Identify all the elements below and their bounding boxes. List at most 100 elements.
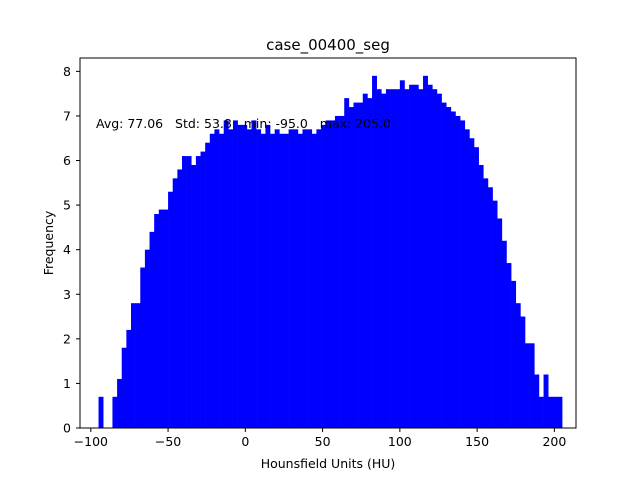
histogram-bar — [450, 111, 456, 429]
histogram-bar — [288, 129, 294, 428]
histogram-bar — [441, 102, 447, 428]
histogram-bar — [446, 107, 452, 428]
histogram-bar — [260, 133, 266, 428]
histogram-bar — [283, 133, 289, 428]
histogram-bar — [140, 267, 146, 428]
histogram-bar — [455, 115, 461, 428]
y-tick-label: 2 — [63, 331, 71, 346]
histogram-bar — [274, 129, 280, 428]
y-axis-label: Frequency — [41, 210, 56, 275]
histogram-bar — [195, 156, 201, 428]
histogram-bar — [242, 124, 248, 429]
histogram-bar — [214, 129, 220, 428]
histogram-bar — [232, 120, 238, 428]
histogram-bar — [376, 89, 382, 428]
histogram-bar — [149, 231, 155, 428]
histogram-bar — [520, 316, 526, 428]
histogram-bar — [483, 178, 489, 428]
histogram-bar — [330, 120, 336, 428]
x-tick-label: 200 — [542, 434, 566, 449]
x-axis-label: Hounsfield Units (HU) — [261, 456, 396, 471]
histogram-bar — [436, 93, 442, 428]
histogram-bar — [385, 89, 391, 428]
histogram-bar — [552, 396, 558, 428]
histogram-bar — [501, 240, 507, 428]
histogram-bar — [478, 164, 484, 429]
histogram-bar — [362, 93, 368, 428]
histogram-bar — [117, 378, 123, 428]
histogram-bar — [130, 303, 136, 428]
histogram-bar — [200, 151, 206, 429]
y-tick-label: 3 — [63, 287, 71, 302]
histogram-bar — [557, 396, 563, 428]
x-tick-label: 50 — [315, 434, 331, 449]
x-tick-label: 100 — [388, 434, 412, 449]
histogram-bar — [358, 102, 364, 428]
histogram-bar — [506, 263, 512, 428]
histogram-bar — [423, 75, 428, 428]
histogram-bar — [321, 124, 326, 429]
histogram-bar — [112, 396, 118, 428]
histogram-bar — [191, 164, 197, 429]
histogram-bar — [228, 129, 234, 428]
histogram-bar — [121, 347, 127, 428]
y-tick-label: 1 — [63, 376, 71, 391]
histogram-bar — [223, 120, 229, 428]
histogram-bar — [265, 124, 271, 429]
histogram-bar — [163, 209, 169, 428]
histogram-bar — [460, 120, 466, 428]
histogram-bar — [427, 84, 433, 428]
histogram-bar — [474, 147, 479, 428]
histogram-bar — [237, 124, 243, 429]
histogram-bar — [492, 200, 498, 428]
y-tick-label: 0 — [63, 421, 71, 436]
histogram-bar — [158, 209, 164, 428]
x-tick-label: −50 — [155, 434, 181, 449]
histogram-bar — [538, 396, 544, 428]
histogram-bar — [334, 115, 340, 428]
x-tick-label: 150 — [465, 434, 489, 449]
histogram-bar — [302, 129, 308, 428]
histogram-bar — [418, 89, 424, 428]
histogram-bar — [469, 138, 475, 429]
histogram-bar — [367, 98, 373, 429]
y-tick-label: 8 — [63, 64, 71, 79]
histogram-bar — [534, 374, 540, 428]
y-axis-ticks: 0 1 2 3 4 5 6 7 8 — [63, 64, 80, 436]
histogram-bar — [154, 214, 160, 428]
histogram-bar — [395, 89, 401, 428]
histogram-bar — [168, 191, 174, 428]
histogram-bar — [525, 343, 530, 428]
histogram-bar — [497, 218, 503, 428]
histogram-bar — [219, 133, 225, 428]
histogram-bar — [325, 120, 331, 428]
histogram-bar — [515, 303, 521, 428]
histogram-bar — [256, 129, 262, 428]
plot-frame — [79, 57, 577, 429]
histogram-bar — [186, 156, 192, 428]
histogram-bar — [209, 133, 215, 428]
histogram-bar — [404, 89, 410, 428]
histogram-bar — [311, 133, 317, 428]
histogram-bar — [177, 169, 183, 428]
histogram-bar — [543, 374, 549, 428]
histogram-bar — [390, 89, 396, 428]
histogram-bar — [144, 249, 150, 428]
histogram-bars — [98, 75, 563, 429]
histogram-bar — [316, 129, 322, 428]
y-tick-label: 7 — [63, 108, 71, 123]
y-tick-label: 4 — [63, 242, 71, 257]
histogram-bar — [246, 129, 252, 428]
histogram-bar — [353, 102, 359, 428]
histogram-bar — [172, 178, 178, 428]
histogram-bar — [432, 89, 438, 428]
histogram-bar — [293, 129, 299, 428]
histogram-bar — [126, 329, 132, 428]
histogram-bar — [279, 133, 285, 428]
histogram-bar — [372, 75, 377, 428]
histogram-bar — [413, 84, 419, 428]
histogram-bar — [381, 93, 387, 428]
histogram-bar — [487, 187, 493, 428]
histogram-bar — [270, 133, 275, 428]
